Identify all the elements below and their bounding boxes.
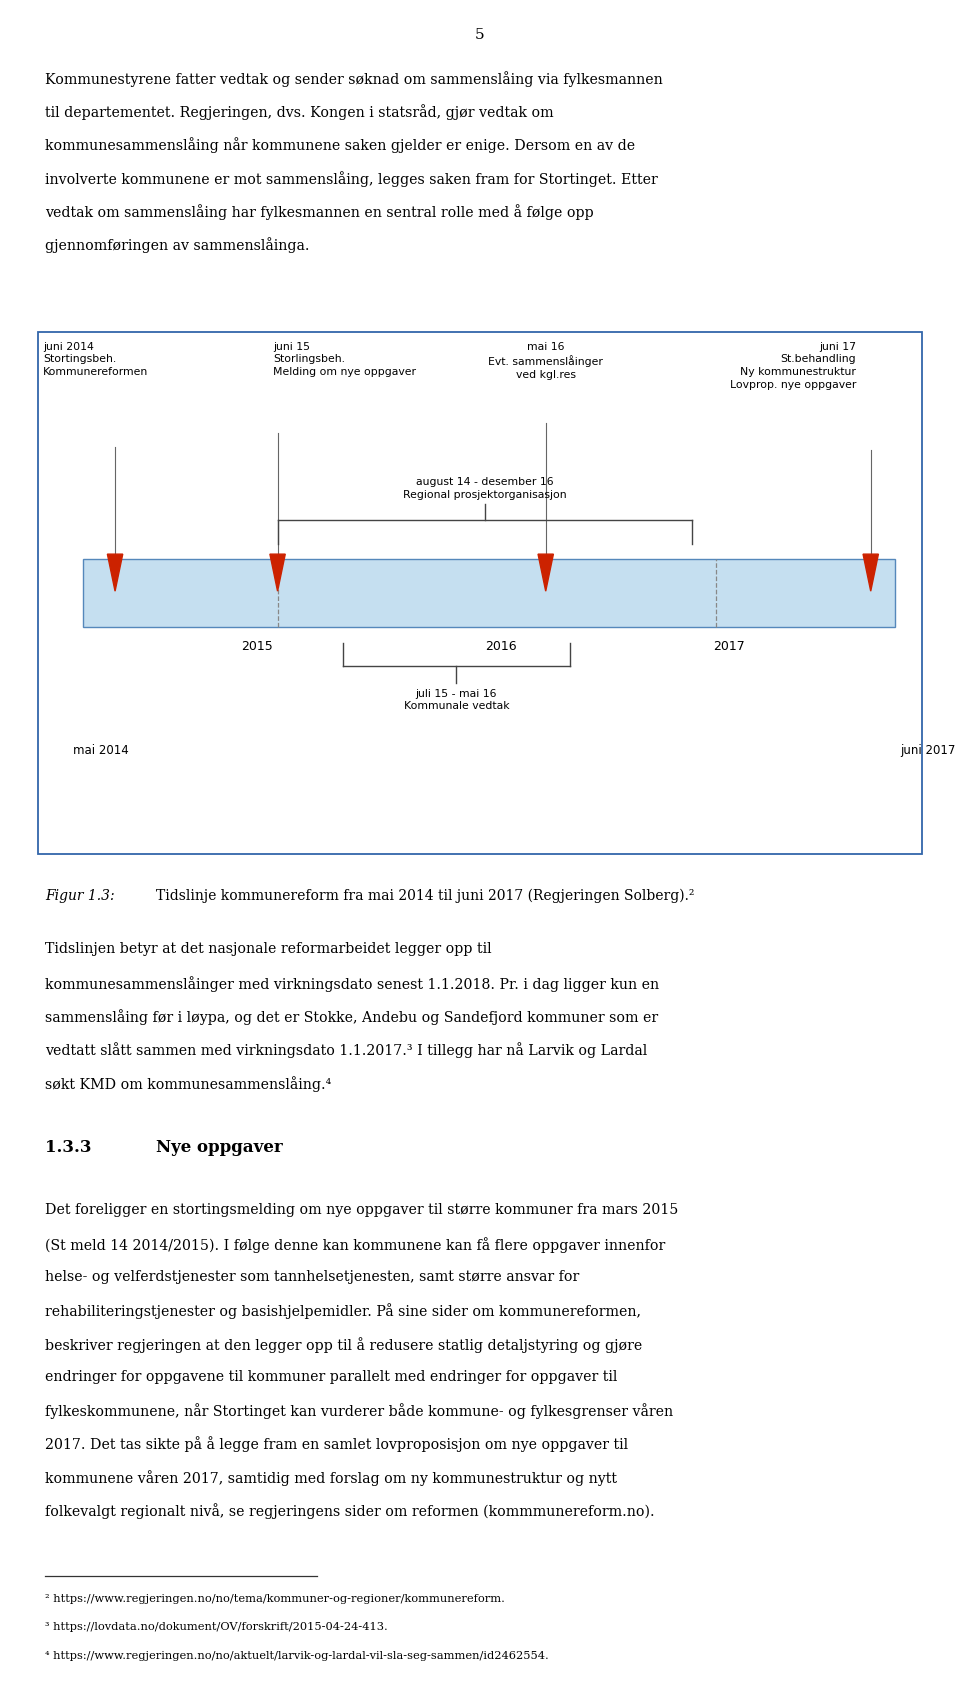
Text: kommunesammenslåinger med virkningsdato senest 1.1.2018. Pr. i dag ligger kun en: kommunesammenslåinger med virkningsdato … [45, 976, 660, 991]
Text: 2015: 2015 [241, 639, 274, 653]
Text: involverte kommunene er mot sammenslåing, legges saken fram for Stortinget. Ette: involverte kommunene er mot sammenslåing… [45, 170, 658, 187]
Text: 2016: 2016 [485, 639, 516, 653]
Text: Det foreligger en stortingsmelding om nye oppgaver til større kommuner fra mars : Det foreligger en stortingsmelding om ny… [45, 1203, 679, 1216]
Text: kommunene våren 2017, samtidig med forslag om ny kommunestruktur og nytt: kommunene våren 2017, samtidig med forsl… [45, 1468, 617, 1485]
Text: 2017. Det tas sikte på å legge fram en samlet lovproposisjon om nye oppgaver til: 2017. Det tas sikte på å legge fram en s… [45, 1436, 628, 1452]
Text: ² https://www.regjeringen.no/no/tema/kommuner-og-regioner/kommunereform.: ² https://www.regjeringen.no/no/tema/kom… [45, 1593, 505, 1603]
Text: juni 15
Storlingsbeh.
Melding om nye oppgaver: juni 15 Storlingsbeh. Melding om nye opp… [273, 341, 416, 377]
Polygon shape [108, 555, 123, 592]
Text: juni 17
St.behandling
Ny kommunestruktur
Lovprop. nye oppgaver: juni 17 St.behandling Ny kommunestruktur… [730, 341, 856, 390]
Text: Figur 1.3:: Figur 1.3: [45, 888, 115, 902]
Text: sammenslåing før i løypa, og det er Stokke, Andebu og Sandefjord kommuner som er: sammenslåing før i løypa, og det er Stok… [45, 1009, 659, 1024]
Text: gjennomføringen av sammenslåinga.: gjennomføringen av sammenslåinga. [45, 237, 310, 252]
Text: 2017: 2017 [712, 639, 744, 653]
Text: juni 2014
Stortingsbeh.
Kommunereformen: juni 2014 Stortingsbeh. Kommunereformen [43, 341, 149, 377]
Text: endringer for oppgavene til kommuner parallelt med endringer for oppgaver til: endringer for oppgavene til kommuner par… [45, 1369, 617, 1383]
Text: vedtak om sammenslåing har fylkesmannen en sentral rolle med å følge opp: vedtak om sammenslåing har fylkesmannen … [45, 204, 594, 220]
FancyBboxPatch shape [38, 333, 922, 854]
Text: 1.3.3: 1.3.3 [45, 1139, 91, 1156]
Text: fylkeskommunene, når Stortinget kan vurderer både kommune- og fylkesgrenser våre: fylkeskommunene, når Stortinget kan vurd… [45, 1403, 673, 1418]
Text: (St meld 14 2014/2015). I følge denne kan kommunene kan få flere oppgaver innenf: (St meld 14 2014/2015). I følge denne ka… [45, 1236, 665, 1251]
Text: folkevalgt regionalt nivå, se regjeringens sider om reformen (kommmunereform.no): folkevalgt regionalt nivå, se regjeringe… [45, 1502, 655, 1519]
Text: søkt KMD om kommunesammenslåing.⁴: søkt KMD om kommunesammenslåing.⁴ [45, 1075, 331, 1092]
Text: kommunesammenslåing når kommunene saken gjelder er enige. Dersom en av de: kommunesammenslåing når kommunene saken … [45, 138, 636, 153]
Text: Tidslinje kommunereform fra mai 2014 til juni 2017 (Regjeringen Solberg).²: Tidslinje kommunereform fra mai 2014 til… [156, 888, 694, 903]
Text: vedtatt slått sammen med virkningsdato 1.1.2017.³ I tillegg har nå Larvik og Lar: vedtatt slått sammen med virkningsdato 1… [45, 1041, 647, 1058]
Text: Tidslinjen betyr at det nasjonale reformarbeidet legger opp til: Tidslinjen betyr at det nasjonale reform… [45, 942, 492, 955]
Text: ⁴ https://www.regjeringen.no/no/aktuelt/larvik-og-lardal-vil-sla-seg-sammen/id24: ⁴ https://www.regjeringen.no/no/aktuelt/… [45, 1650, 549, 1660]
Text: ³ https://lovdata.no/dokument/OV/forskrift/2015-04-24-413.: ³ https://lovdata.no/dokument/OV/forskri… [45, 1621, 388, 1632]
Text: juni 2017: juni 2017 [900, 743, 955, 757]
Text: helse- og velferdstjenester som tannhelsetjenesten, samt større ansvar for: helse- og velferdstjenester som tannhels… [45, 1270, 580, 1283]
Text: 5: 5 [475, 27, 485, 42]
Text: august 14 - desember 16
Regional prosjektorganisasjon: august 14 - desember 16 Regional prosjek… [403, 476, 566, 500]
Polygon shape [538, 555, 553, 592]
Text: Kommunestyrene fatter vedtak og sender søknad om sammenslåing via fylkesmannen: Kommunestyrene fatter vedtak og sender s… [45, 71, 662, 86]
Polygon shape [270, 555, 285, 592]
Text: mai 2014: mai 2014 [73, 743, 129, 757]
Text: beskriver regjeringen at den legger opp til å redusere statlig detaljstyring og : beskriver regjeringen at den legger opp … [45, 1336, 642, 1352]
Text: mai 16
Evt. sammenslåinger
ved kgl.res: mai 16 Evt. sammenslåinger ved kgl.res [489, 341, 603, 380]
Text: Nye oppgaver: Nye oppgaver [156, 1139, 282, 1156]
Polygon shape [863, 555, 878, 592]
Text: rehabiliteringstjenester og basishjelpemidler. På sine sider om kommunereformen,: rehabiliteringstjenester og basishjelpem… [45, 1302, 641, 1319]
Text: til departementet. Regjeringen, dvs. Kongen i statsråd, gjør vedtak om: til departementet. Regjeringen, dvs. Kon… [45, 104, 554, 119]
FancyBboxPatch shape [83, 560, 895, 627]
Text: juli 15 - mai 16
Kommunale vedtak: juli 15 - mai 16 Kommunale vedtak [403, 688, 509, 711]
